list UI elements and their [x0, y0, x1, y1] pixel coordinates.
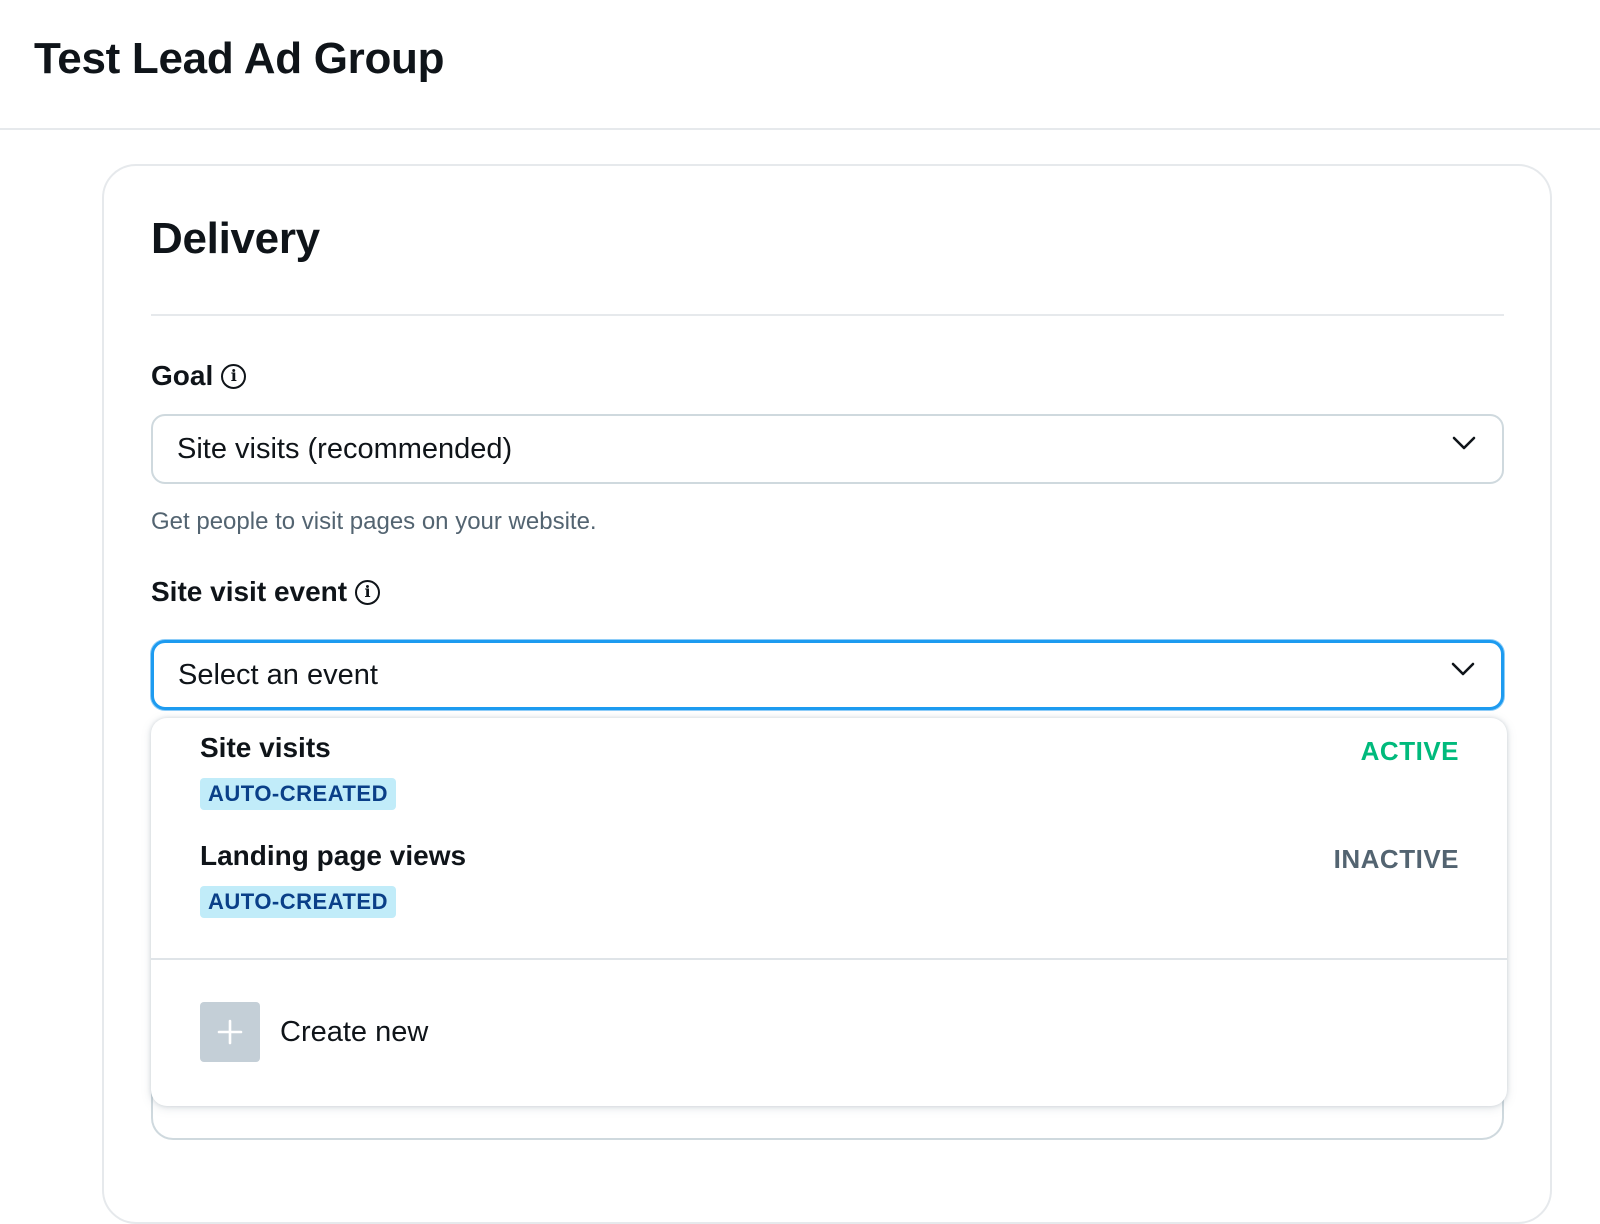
site-visit-event-select[interactable]: Select an event	[151, 640, 1504, 710]
section-title: Delivery	[151, 214, 320, 263]
option-name: Landing page views	[200, 840, 467, 871]
goal-helper-text: Get people to visit pages on your websit…	[151, 508, 597, 535]
status-active: ACTIVE	[1360, 736, 1459, 766]
create-new-label: Create new	[280, 1015, 429, 1048]
section-divider	[151, 314, 1504, 316]
page-title: Test Lead Ad Group	[34, 34, 445, 83]
info-icon[interactable]: i	[355, 579, 381, 605]
plus-icon	[200, 1002, 260, 1062]
top-bar: Test Lead Ad Group	[0, 0, 1600, 130]
goal-label-text: Goal	[151, 360, 214, 391]
dropdown-option-landing-page-views[interactable]: Landing page views AUTO-CREATED INACTIVE	[151, 826, 1507, 934]
status-inactive: INACTIVE	[1333, 844, 1459, 874]
info-icon[interactable]: i	[221, 363, 247, 389]
site-visit-event-placeholder: Select an event	[178, 658, 378, 691]
site-visit-event-label: Site visit event i	[151, 576, 381, 608]
option-name: Site visits	[200, 732, 331, 763]
event-dropdown-menu: Site visits AUTO-CREATED ACTIVE Landing …	[151, 718, 1507, 1106]
auto-created-badge: AUTO-CREATED	[200, 778, 396, 810]
auto-created-badge: AUTO-CREATED	[200, 886, 396, 918]
dropdown-option-site-visits[interactable]: Site visits AUTO-CREATED ACTIVE	[151, 718, 1507, 826]
goal-selected-value: Site visits (recommended)	[177, 432, 513, 465]
chevron-down-icon	[1451, 661, 1475, 681]
create-new-button[interactable]: Create new	[200, 1002, 428, 1062]
goal-label: Goal i	[151, 360, 247, 392]
chevron-down-icon	[1452, 435, 1476, 455]
site-visit-event-label-text: Site visit event	[151, 576, 348, 607]
goal-select[interactable]: Site visits (recommended)	[151, 414, 1504, 484]
dropdown-divider	[151, 958, 1507, 960]
